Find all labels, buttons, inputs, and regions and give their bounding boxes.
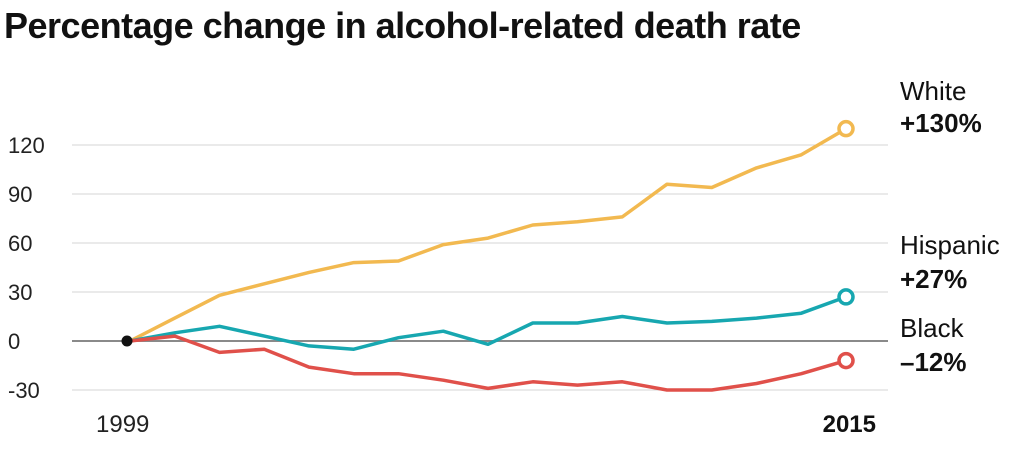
series-label-hispanic: Hispanic <box>900 230 1000 260</box>
gridlines <box>72 144 888 391</box>
y-tick-label: 60 <box>8 231 32 256</box>
series-label-black: Black <box>900 313 965 343</box>
series-line-white <box>128 126 848 343</box>
series-end-marker-black <box>837 351 855 370</box>
series-value-white: +130% <box>900 108 982 138</box>
series-value-black: –12% <box>900 347 967 377</box>
y-axis-tick-labels: 120 90 60 30 0 -30 <box>8 133 45 403</box>
series-label-white: White <box>900 76 966 106</box>
series-line-black <box>128 334 848 392</box>
series-end-marker-hispanic <box>837 288 855 306</box>
start-point-dot <box>121 335 133 347</box>
series-end-labels: White+130% Hispanic +27% Black –12% <box>900 76 1000 377</box>
y-tick-label: 30 <box>8 280 32 305</box>
series-value-hispanic: +27% <box>900 264 967 294</box>
y-tick-label: 90 <box>8 182 32 207</box>
series-line-hispanic <box>128 295 848 351</box>
x-tick-label-start: 1999 <box>96 411 149 438</box>
series-end-marker-white <box>837 119 855 138</box>
y-tick-label: 0 <box>8 329 20 354</box>
y-tick-label: 120 <box>8 133 45 158</box>
series-lines <box>121 119 855 392</box>
chart-title: Percentage change in alcohol-related dea… <box>4 5 801 46</box>
y-tick-label: -30 <box>8 378 40 403</box>
x-tick-label-end: 2015 <box>823 411 876 438</box>
x-axis-tick-labels: 1999 2015 <box>96 411 876 438</box>
